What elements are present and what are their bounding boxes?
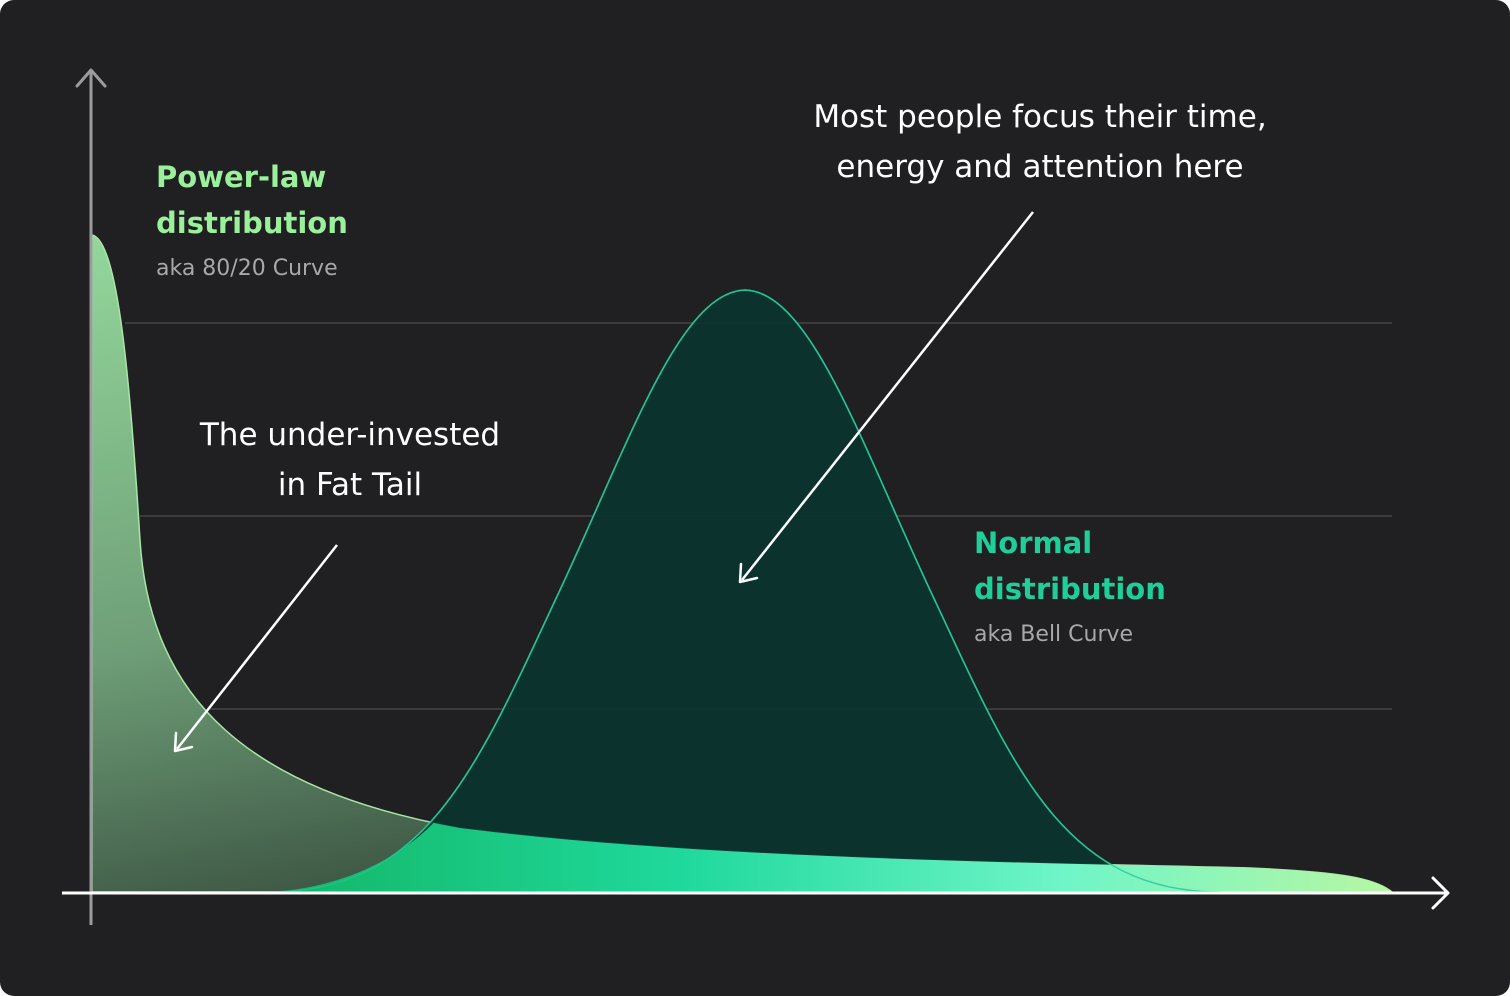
bell-curve-outline [269, 289, 1221, 893]
tail-arrow [176, 544, 338, 750]
tail-annotation-line2: in Fat Tail [277, 467, 423, 503]
tail-annotation-line1: The under-invested [199, 417, 501, 453]
tail-annotation: The under-invested in Fat Tail [170, 410, 530, 510]
focus-annotation-line1: Most people focus their time, [813, 99, 1267, 135]
x-axis-arrowhead [1431, 876, 1450, 910]
tail-arrowhead [173, 731, 194, 753]
normal-subtitle: aka Bell Curve [974, 622, 1134, 647]
y-axis-arrowhead [75, 68, 107, 88]
normal-title-line1: Normal [974, 526, 1093, 560]
normal-title: Normal distribution [974, 520, 1166, 612]
focus-annotation-line2: energy and attention here [836, 149, 1244, 185]
normal-title-line2: distribution [974, 572, 1166, 606]
focus-arrowhead [738, 562, 759, 584]
power-law-subtitle: aka 80/20 Curve [156, 256, 338, 281]
power-law-title-line2: distribution [156, 206, 348, 240]
power-law-title-line1: Power-law [156, 160, 327, 194]
power-law-title: Power-law distribution [156, 154, 348, 246]
focus-arrow [741, 211, 1034, 581]
focus-annotation: Most people focus their time, energy and… [760, 92, 1320, 192]
